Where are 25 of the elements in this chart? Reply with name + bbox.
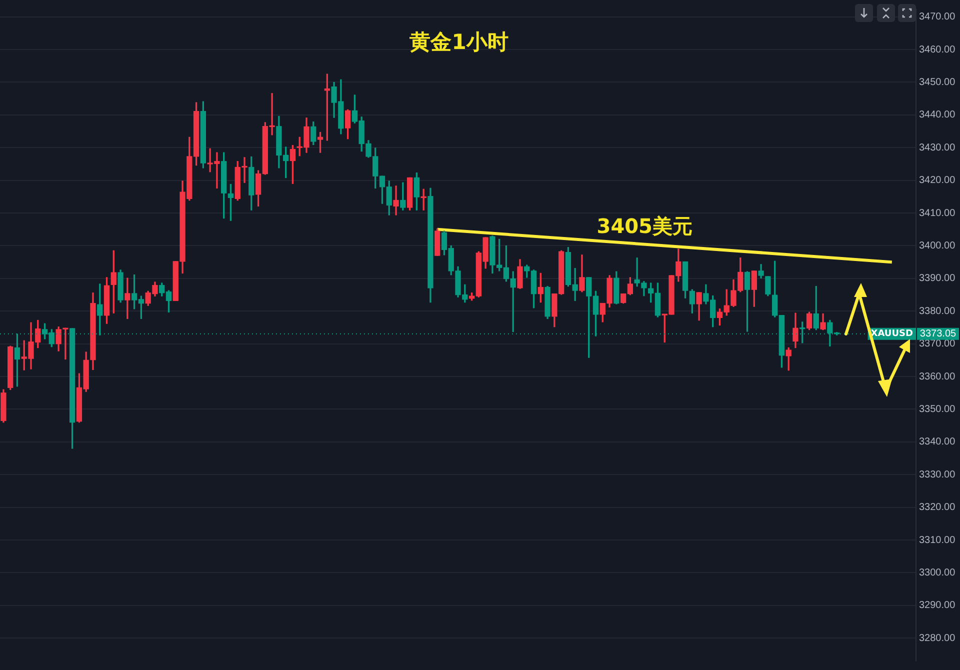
y-tick-label: 3390.00 <box>919 273 956 284</box>
y-tick-label: 3440.00 <box>919 110 956 121</box>
y-tick-label: 3290.00 <box>919 600 956 612</box>
y-tick-label: 3310.00 <box>919 534 956 546</box>
y-tick-label: 3320.00 <box>919 502 956 514</box>
y-tick-label: 3470.00 <box>919 12 956 23</box>
y-tick-label: 3430.00 <box>919 142 956 154</box>
y-tick-label: 3340.00 <box>919 436 956 448</box>
y-tick-label: 3370.00 <box>919 338 956 350</box>
y-tick-label: 3450.00 <box>919 76 956 88</box>
y-tick-label: 3280.00 <box>919 632 956 644</box>
y-tick-label: 3400.00 <box>919 240 956 252</box>
annotation: 3405美元 <box>596 214 692 238</box>
y-tick-label: 3380.00 <box>919 306 956 317</box>
candlestick <box>393 186 399 216</box>
y-tick-label: 3330.00 <box>919 469 956 480</box>
y-tick-label: 3360.00 <box>919 371 956 382</box>
y-tick-label: 3460.00 <box>919 44 956 56</box>
y-tick-label: 3420.00 <box>919 175 956 186</box>
y-tick-label: 3300.00 <box>919 567 956 578</box>
ref-line-label: 3373.05 <box>920 328 957 340</box>
text: 黄金1小时 <box>408 29 510 56</box>
y-tick-label: 3350.00 <box>919 404 956 415</box>
candlestick <box>420 188 426 210</box>
y-tick-label: 3410.00 <box>919 208 956 219</box>
